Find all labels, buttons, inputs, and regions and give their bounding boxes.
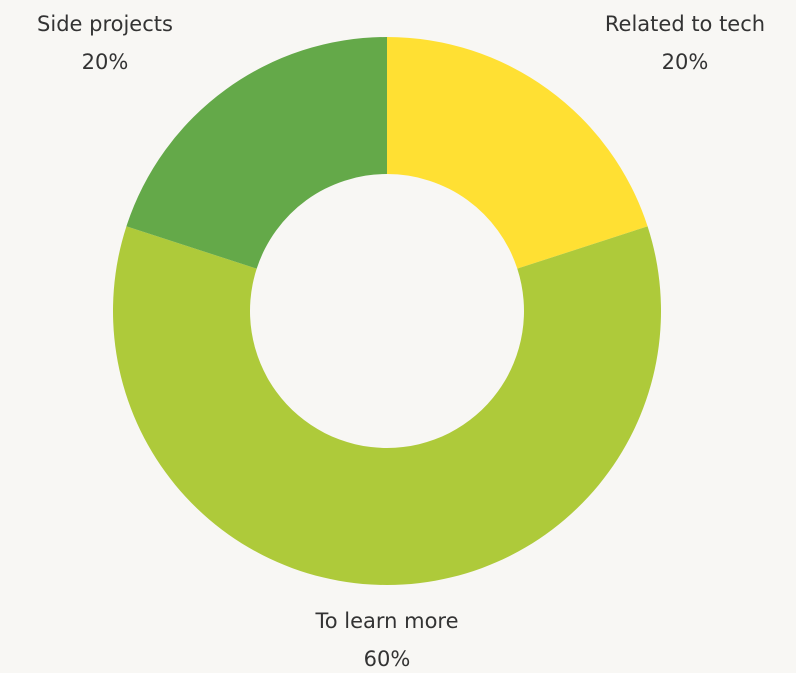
slice-value-label: 20% xyxy=(82,50,129,74)
slice xyxy=(112,226,661,585)
slice-value-label: 60% xyxy=(364,647,411,671)
slice-label: Side projects xyxy=(37,12,173,36)
slice-value-label: 20% xyxy=(662,50,709,74)
slice xyxy=(387,37,648,269)
slice-label: Related to tech xyxy=(605,12,765,36)
slice-label: To learn more xyxy=(314,609,458,633)
slice xyxy=(126,37,387,269)
